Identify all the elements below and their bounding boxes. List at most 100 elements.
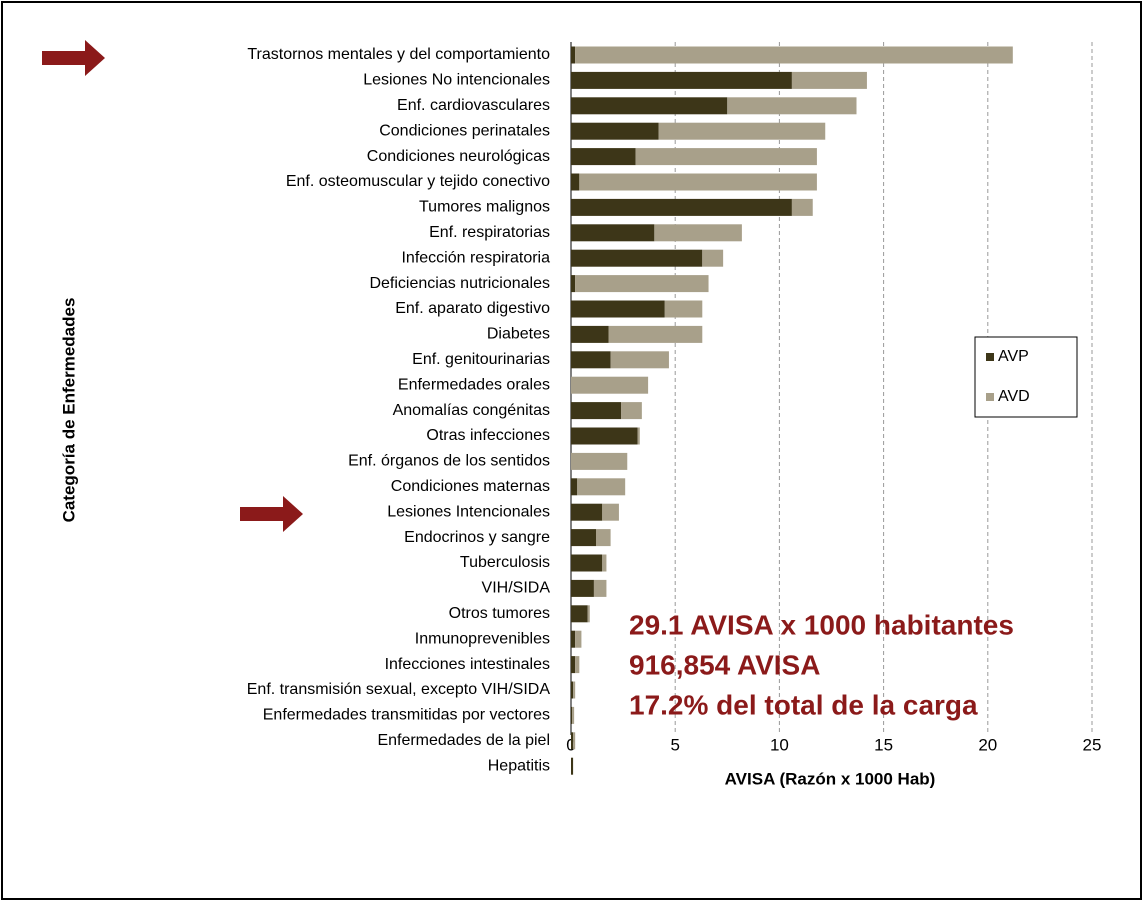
- bar: [575, 630, 582, 648]
- bar: [572, 706, 575, 724]
- y-tick-label: VIH/SIDA: [482, 580, 551, 597]
- bar: [577, 478, 626, 496]
- y-tick-label: Condiciones perinatales: [379, 122, 550, 139]
- x-tick-label: 10: [770, 735, 789, 754]
- y-tick-label: Diabetes: [487, 326, 550, 343]
- x-tick-label: 5: [670, 735, 679, 754]
- bar: [571, 71, 792, 89]
- y-tick-label: Infección respiratoria: [401, 249, 550, 266]
- bar: [602, 554, 607, 572]
- y-axis-label: Categoría de Enfermedades: [59, 298, 78, 523]
- bar: [791, 198, 813, 216]
- bar: [664, 300, 703, 318]
- bar: [608, 325, 703, 343]
- y-tick-label: Enf. órganos de los sentidos: [348, 453, 550, 470]
- bar: [658, 122, 826, 140]
- y-tick-label: Tuberculosis: [460, 554, 550, 571]
- y-tick-label: Anomalías congénitas: [393, 402, 550, 419]
- annotation: 916,854 AVISA: [629, 649, 820, 680]
- bar: [571, 452, 628, 470]
- y-tick-label: Otras infecciones: [426, 427, 550, 444]
- x-tick-label: 25: [1083, 735, 1102, 754]
- y-tick-label: Enf. respiratorias: [429, 224, 550, 241]
- bar: [596, 529, 611, 547]
- y-tick-label: Enf. transmisión sexual, excepto VIH/SID…: [247, 681, 551, 698]
- bar: [571, 198, 792, 216]
- bar: [593, 579, 607, 597]
- bar: [579, 173, 817, 191]
- y-tick-label: Trastornos mentales y del comportamiento: [247, 46, 550, 63]
- bar: [571, 503, 603, 521]
- y-tick-label: Enfermedades transmitidas por vectores: [263, 707, 550, 724]
- bar: [635, 148, 817, 166]
- y-tick-label: Enfermedades orales: [398, 376, 550, 393]
- bar: [571, 97, 728, 115]
- bar: [571, 529, 597, 547]
- y-tick-label: Hepatitis: [488, 757, 550, 774]
- legend-label: AVD: [998, 388, 1030, 405]
- y-tick-label: Lesiones Intencionales: [387, 503, 550, 520]
- legend-box: [974, 336, 1078, 418]
- bar: [571, 300, 665, 318]
- y-tick-label: Enf. cardiovasculares: [397, 97, 550, 114]
- bar: [571, 579, 594, 597]
- y-tick-label: Otros tumores: [449, 605, 550, 622]
- bar: [571, 732, 574, 750]
- annotation: 29.1 AVISA x 1000 habitantes: [629, 609, 1014, 640]
- x-tick-label: 15: [874, 735, 893, 754]
- bar: [575, 275, 709, 293]
- bar: [573, 681, 576, 699]
- bar: [573, 732, 576, 750]
- bar: [621, 402, 642, 420]
- y-tick-label: Infecciones intestinales: [385, 656, 550, 673]
- bar: [575, 656, 580, 674]
- bar: [571, 275, 576, 293]
- bar: [791, 71, 867, 89]
- bar: [571, 427, 638, 445]
- y-tick-label: Enf. genitourinarias: [412, 351, 550, 368]
- bar: [602, 503, 619, 521]
- bar: [575, 46, 1013, 64]
- y-tick-label: Inmunoprevenibles: [415, 630, 550, 647]
- bar: [571, 681, 574, 699]
- bar: [571, 46, 576, 64]
- x-axis-label: AVISA (Razón x 1000 Hab): [725, 769, 936, 788]
- bar: [610, 351, 669, 369]
- y-tick-label: Endocrinos y sangre: [404, 529, 550, 546]
- y-tick-label: Tumores malignos: [419, 199, 550, 216]
- bar: [571, 148, 636, 166]
- bar: [702, 249, 724, 267]
- bar: [571, 605, 588, 623]
- y-tick-label: Enf. aparato digestivo: [395, 300, 550, 317]
- bar: [587, 605, 590, 623]
- bar: [571, 173, 580, 191]
- y-tick-label: Lesiones No intencionales: [363, 72, 550, 89]
- bar: [571, 325, 609, 343]
- y-tick-label: Condiciones neurológicas: [367, 148, 550, 165]
- bar: [571, 656, 576, 674]
- bar: [571, 478, 578, 496]
- bar: [571, 351, 611, 369]
- bar: [571, 706, 573, 724]
- bar: [571, 630, 576, 648]
- y-tick-label: Enf. osteomuscular y tejido conectivo: [286, 173, 550, 190]
- arrow: [42, 40, 105, 76]
- y-tick-label: Condiciones maternas: [391, 478, 550, 495]
- legend-swatch: [986, 353, 994, 361]
- bar: [654, 224, 742, 242]
- bar: [727, 97, 857, 115]
- bar: [571, 402, 622, 420]
- bar: [571, 224, 655, 242]
- bar: [571, 757, 574, 775]
- x-tick-label: 20: [978, 735, 997, 754]
- bar: [571, 122, 659, 140]
- y-tick-label: Deficiencias nutricionales: [369, 275, 550, 292]
- bar: [571, 249, 703, 267]
- arrow: [240, 496, 303, 532]
- y-tick-label: Enfermedades de la piel: [377, 732, 550, 749]
- legend-swatch: [986, 393, 994, 401]
- annotation: 17.2% del total de la carga: [629, 689, 978, 720]
- bar: [571, 376, 649, 394]
- bar: [571, 554, 603, 572]
